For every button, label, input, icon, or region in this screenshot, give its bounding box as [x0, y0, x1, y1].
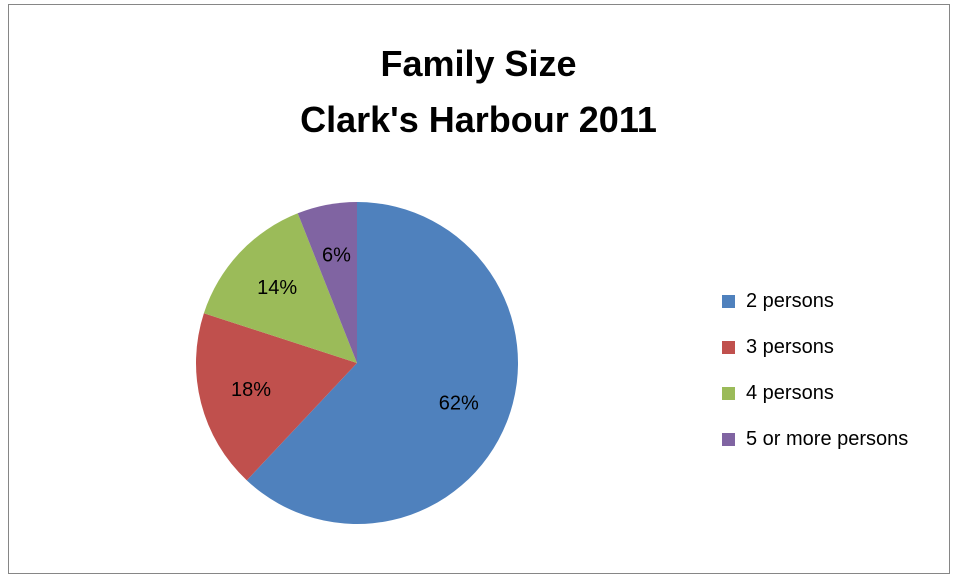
legend: 2 persons 3 persons 4 persons 5 or more per…: [722, 278, 908, 462]
legend-swatch-3: [722, 386, 735, 400]
legend-item-3: 4 persons: [722, 370, 908, 416]
data-label-4: 6%: [322, 245, 351, 267]
pie-slices: [196, 202, 519, 525]
chart-title-line-2: Clark's Harbour 2011: [300, 99, 657, 140]
legend-swatch-1: [722, 294, 735, 308]
legend-label-4: 5 or more persons: [746, 427, 909, 450]
legend-item-1: 2 persons: [722, 278, 908, 324]
legend-item-2: 3 persons: [722, 324, 908, 370]
legend-label-1: 2 persons: [746, 289, 834, 312]
data-label-1: 62%: [439, 392, 479, 414]
legend-swatch-4: [722, 432, 735, 446]
legend-swatch-2: [722, 340, 735, 354]
pie-slice-4: [297, 202, 357, 363]
pie-slice-1: [246, 202, 519, 525]
pie-data-labels: 62% 18% 14% 6%: [231, 245, 479, 415]
legend-item-4: 5 or more persons: [722, 416, 908, 462]
data-label-2: 18%: [231, 379, 271, 401]
pie-slice-3: [203, 213, 357, 363]
data-label-3: 14%: [257, 277, 297, 299]
pie-slice-2: [196, 313, 357, 481]
legend-label-2: 3 persons: [746, 335, 834, 358]
chart-title-line-1: Family Size: [380, 43, 577, 84]
chart-title: Family Size Clark's Harbour 2011: [0, 36, 957, 148]
legend-label-3: 4 persons: [746, 381, 834, 404]
